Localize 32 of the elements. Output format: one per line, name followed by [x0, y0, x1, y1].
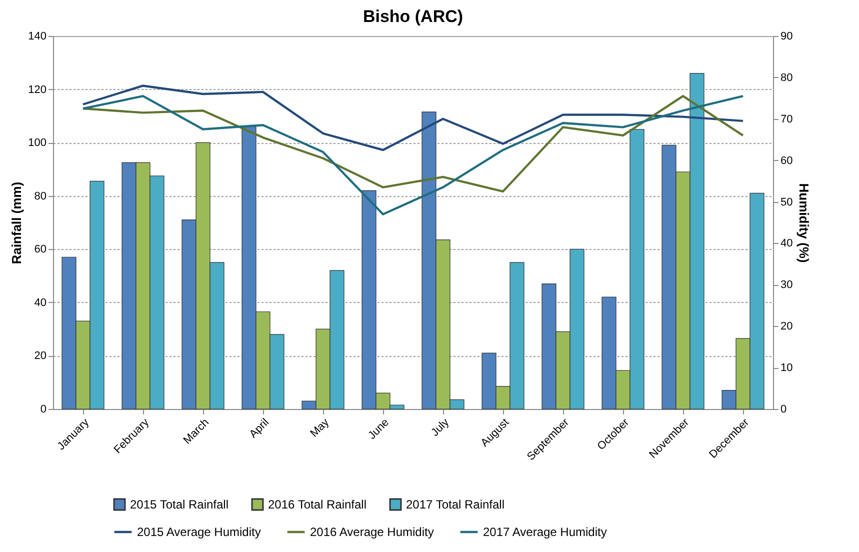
line-series	[82, 94, 744, 193]
legend-label: 2017 Total Rainfall	[406, 498, 505, 512]
y2-tick-label: 10	[780, 362, 793, 374]
y2-tick-label: 90	[780, 30, 793, 42]
y-tick-label: 80	[34, 190, 46, 202]
y2-tick-label: 60	[780, 154, 793, 167]
y-axis-title: Rainfall (mm)	[9, 182, 24, 264]
y-tick-label: 20	[34, 350, 46, 362]
chart-title: Bisho (ARC)	[362, 7, 464, 26]
y-tick-label: 120	[28, 84, 46, 96]
y2-tick-label: 0	[780, 404, 787, 416]
y2-tick-label: 40	[780, 238, 793, 250]
y-tick-label: 140	[28, 30, 46, 42]
line-series	[82, 84, 744, 152]
legend-label: 2015 Total Rainfall	[130, 498, 229, 512]
legend-label: 2017 Average Humidity	[483, 525, 607, 539]
y2-tick-label: 80	[780, 72, 793, 84]
y2-tick-label: 50	[780, 196, 793, 208]
y2-tick-label: 20	[780, 320, 793, 333]
y-tick-label: 100	[28, 137, 46, 150]
y2-tick-label: 30	[780, 279, 793, 292]
y-tick-label: 40	[34, 296, 46, 309]
y-tick-label: 0	[40, 404, 46, 416]
y-tick-label: 60	[34, 244, 46, 256]
legend-label: 2015 Average Humidity	[137, 525, 261, 539]
legend-label: 2016 Total Rainfall	[268, 498, 367, 512]
x-tick-label: July	[429, 416, 452, 439]
legend-label: 2016 Average Humidity	[310, 525, 434, 539]
x-tick-label: May	[308, 416, 332, 440]
y2-axis-title: Humidity (%)	[796, 183, 812, 263]
y2-tick-label: 70	[780, 113, 793, 126]
line-series	[82, 94, 744, 216]
